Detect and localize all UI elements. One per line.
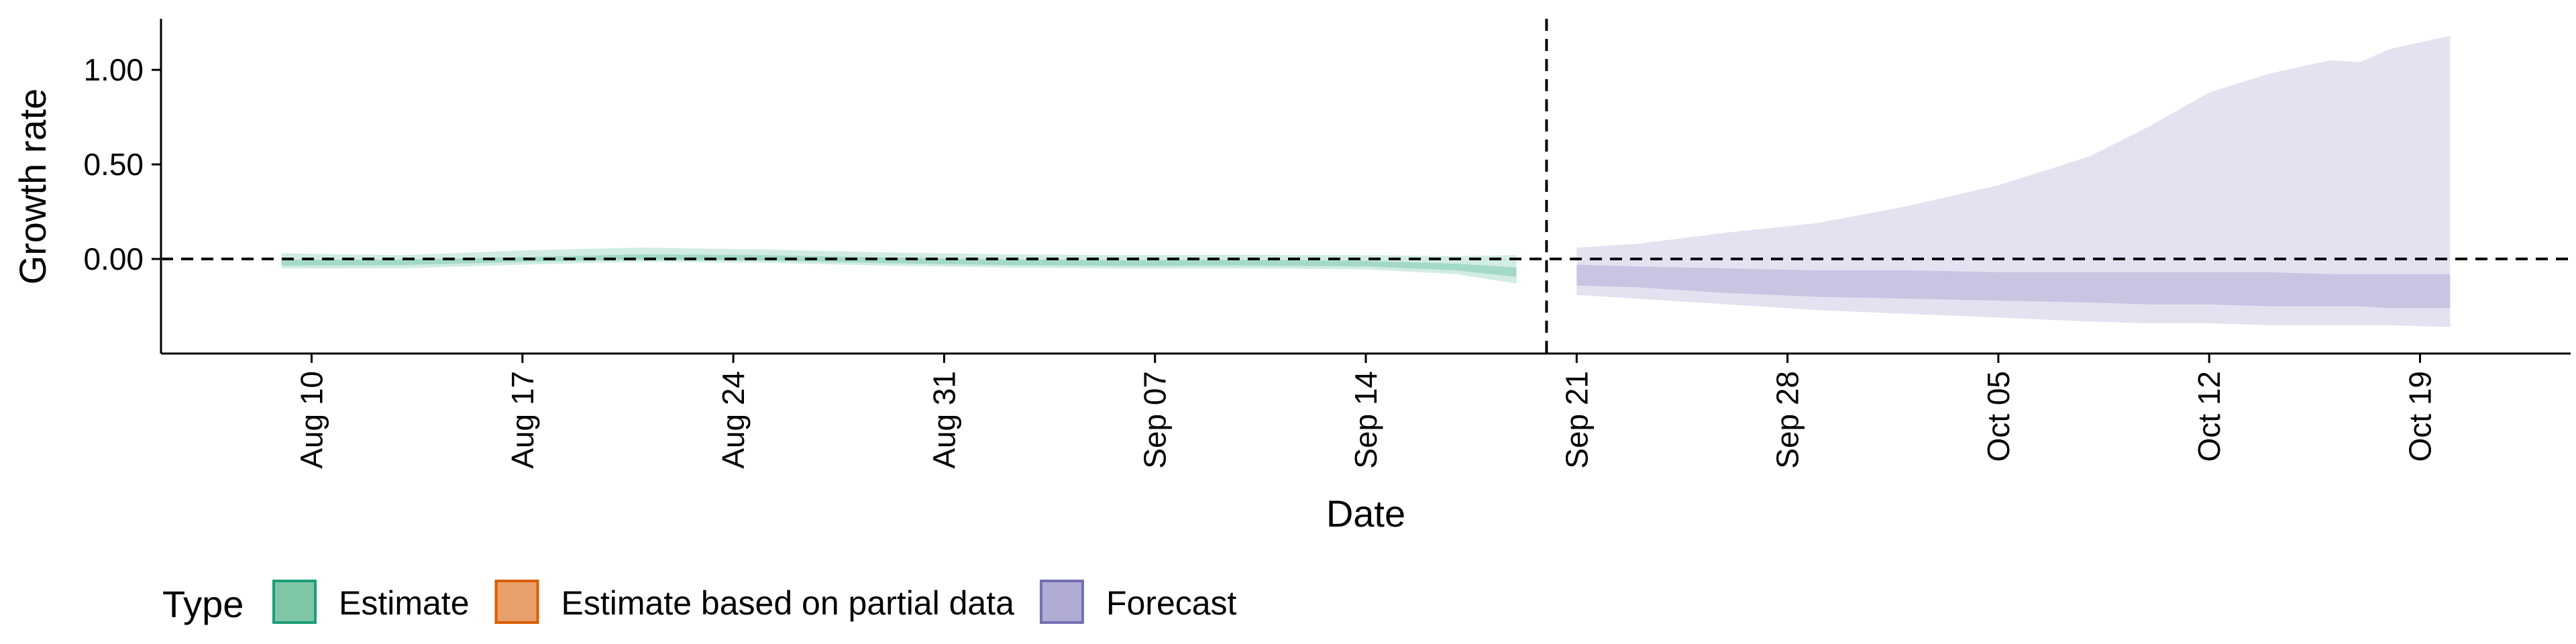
- x-tick-label: Sep 28: [1770, 371, 1805, 469]
- legend-label: Estimate based on partial data: [561, 584, 1015, 622]
- forecast-band-50: [1576, 264, 2451, 309]
- x-tick-label: Aug 10: [294, 371, 329, 469]
- x-tick-label: Aug 31: [926, 371, 961, 469]
- legend-key: [494, 580, 539, 624]
- legend-title: Type: [162, 583, 244, 625]
- forecast-band-90: [1576, 36, 2451, 327]
- x-tick-label: Sep 14: [1348, 371, 1383, 469]
- y-tick-label: 0.50: [83, 147, 144, 182]
- x-axis-label: Date: [1326, 492, 1405, 535]
- x-tick-label: Sep 07: [1138, 371, 1173, 469]
- y-axis-label: Growth rate: [11, 89, 54, 285]
- legend-key: [1039, 580, 1084, 624]
- x-tick-label: Aug 24: [716, 371, 751, 469]
- axes-layer: 0.00 0.50 1.00 Aug 10 Aug 17 Aug 24 Aug 31 Sep …: [83, 19, 2571, 469]
- legend-label: Forecast: [1106, 584, 1237, 622]
- legend-key: [272, 580, 317, 624]
- x-tick-label: Sep 21: [1559, 371, 1594, 469]
- y-tick-label: 1.00: [83, 52, 144, 87]
- reference-lines: [161, 19, 2571, 354]
- x-tick-label: Aug 17: [505, 371, 540, 469]
- x-tick-label: Oct 12: [2192, 371, 2226, 462]
- legend-label: Estimate: [339, 584, 470, 622]
- y-tick-label: 0.00: [83, 241, 144, 276]
- legend: Type Estimate Estimate based on partial d…: [162, 580, 1237, 625]
- x-tick-label: Oct 19: [2403, 371, 2438, 462]
- x-tick-label: Oct 05: [1981, 371, 2016, 462]
- bands-layer: [281, 36, 2451, 327]
- estimate-band-90: [281, 248, 1517, 284]
